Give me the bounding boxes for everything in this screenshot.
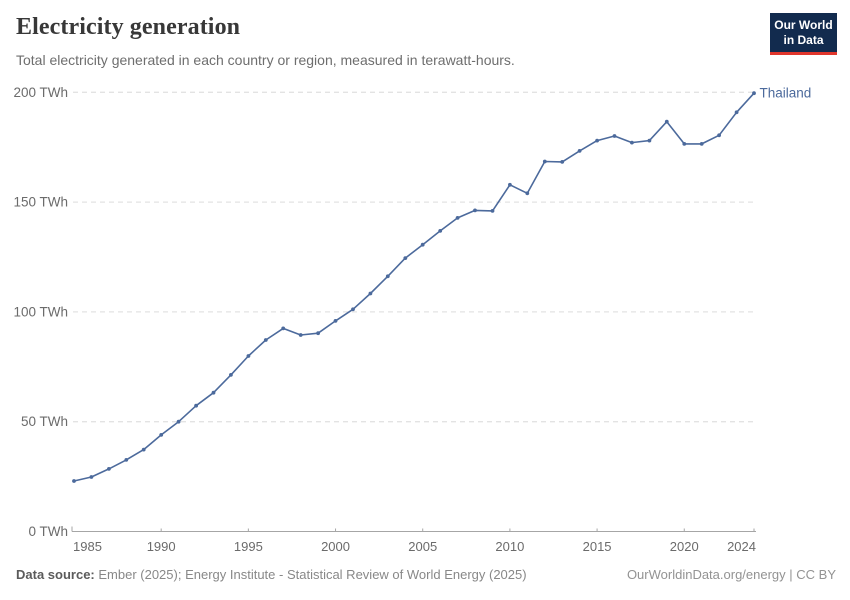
data-point-marker[interactable] [281, 326, 286, 331]
data-source-note: Data source: Ember (2025); Energy Instit… [16, 567, 527, 582]
data-point-marker[interactable] [473, 208, 477, 213]
owid-logo[interactable]: Our World in Data [770, 13, 837, 55]
data-point-marker[interactable] [385, 274, 390, 279]
data-point-marker[interactable] [525, 191, 530, 196]
data-point-marker[interactable] [612, 134, 617, 138]
x-tick-label: 2000 [321, 539, 350, 554]
data-point-marker[interactable] [438, 229, 443, 233]
data-point-marker[interactable] [455, 216, 460, 220]
data-point-marker[interactable] [229, 373, 233, 377]
data-point-marker[interactable] [351, 307, 355, 312]
data-point-marker[interactable] [717, 133, 721, 138]
data-point-marker[interactable] [124, 458, 129, 462]
chart-footer: Data source: Ember (2025); Energy Instit… [16, 567, 836, 582]
x-tick-label: 2015 [583, 539, 612, 554]
data-point-marker[interactable] [72, 479, 76, 483]
data-point-marker[interactable] [508, 182, 512, 187]
data-point-marker[interactable] [263, 338, 268, 342]
data-point-marker[interactable] [734, 110, 739, 115]
y-tick-label: 50 TWh [21, 414, 68, 429]
data-source-text: Ember (2025); Energy Institute - Statist… [94, 567, 527, 582]
x-tick-label: 1985 [73, 539, 102, 554]
data-point-marker[interactable] [577, 149, 582, 153]
data-point-marker[interactable] [89, 475, 94, 479]
y-tick-label: 0 TWh [28, 524, 68, 539]
x-tick-label: 2024 [727, 539, 756, 554]
data-point-marker[interactable] [176, 419, 181, 424]
data-point-marker[interactable] [368, 291, 373, 296]
y-tick-label: 150 TWh [13, 195, 68, 210]
data-point-marker[interactable] [647, 138, 652, 143]
chart-title: Electricity generation [16, 14, 241, 40]
data-point-marker[interactable] [699, 142, 704, 146]
data-point-marker[interactable] [403, 256, 408, 260]
data-point-marker[interactable] [107, 467, 111, 471]
license-link[interactable]: OurWorldinData.org/energy | CC BY [626, 567, 836, 582]
y-tick-label: 100 TWh [13, 304, 68, 319]
data-point-marker[interactable] [752, 91, 756, 96]
data-point-marker[interactable] [194, 403, 199, 408]
x-tick-label: 2005 [408, 539, 437, 554]
data-point-marker[interactable] [490, 209, 495, 213]
data-point-marker[interactable] [682, 142, 687, 146]
entity-label[interactable]: Thailand [760, 86, 812, 101]
data-point-marker[interactable] [316, 331, 320, 336]
data-point-marker[interactable] [420, 242, 425, 247]
data-point-marker[interactable] [211, 390, 216, 395]
data-source-label: Data source: [16, 567, 95, 582]
y-tick-label: 200 TWh [13, 85, 68, 100]
data-point-marker[interactable] [159, 433, 164, 437]
owid-logo-line2: in Data [783, 33, 824, 47]
owid-logo-line1: Our World [774, 18, 833, 32]
x-tick-label: 1990 [147, 539, 176, 554]
x-tick-label: 2010 [495, 539, 524, 554]
data-point-marker[interactable] [595, 138, 599, 143]
data-point-marker[interactable] [560, 160, 565, 164]
data-point-marker[interactable] [630, 140, 634, 145]
x-tick-label: 1995 [234, 539, 263, 554]
data-point-marker[interactable] [333, 319, 338, 323]
x-tick-label: 2020 [670, 539, 699, 554]
data-point-marker[interactable] [298, 333, 303, 337]
chart-subtitle: Total electricity generated in each coun… [16, 52, 515, 68]
data-point-marker[interactable] [246, 354, 251, 358]
data-point-marker[interactable] [664, 119, 669, 124]
chart-line[interactable] [73, 92, 755, 482]
data-point-marker[interactable] [141, 447, 146, 452]
data-point-marker[interactable] [542, 159, 547, 164]
